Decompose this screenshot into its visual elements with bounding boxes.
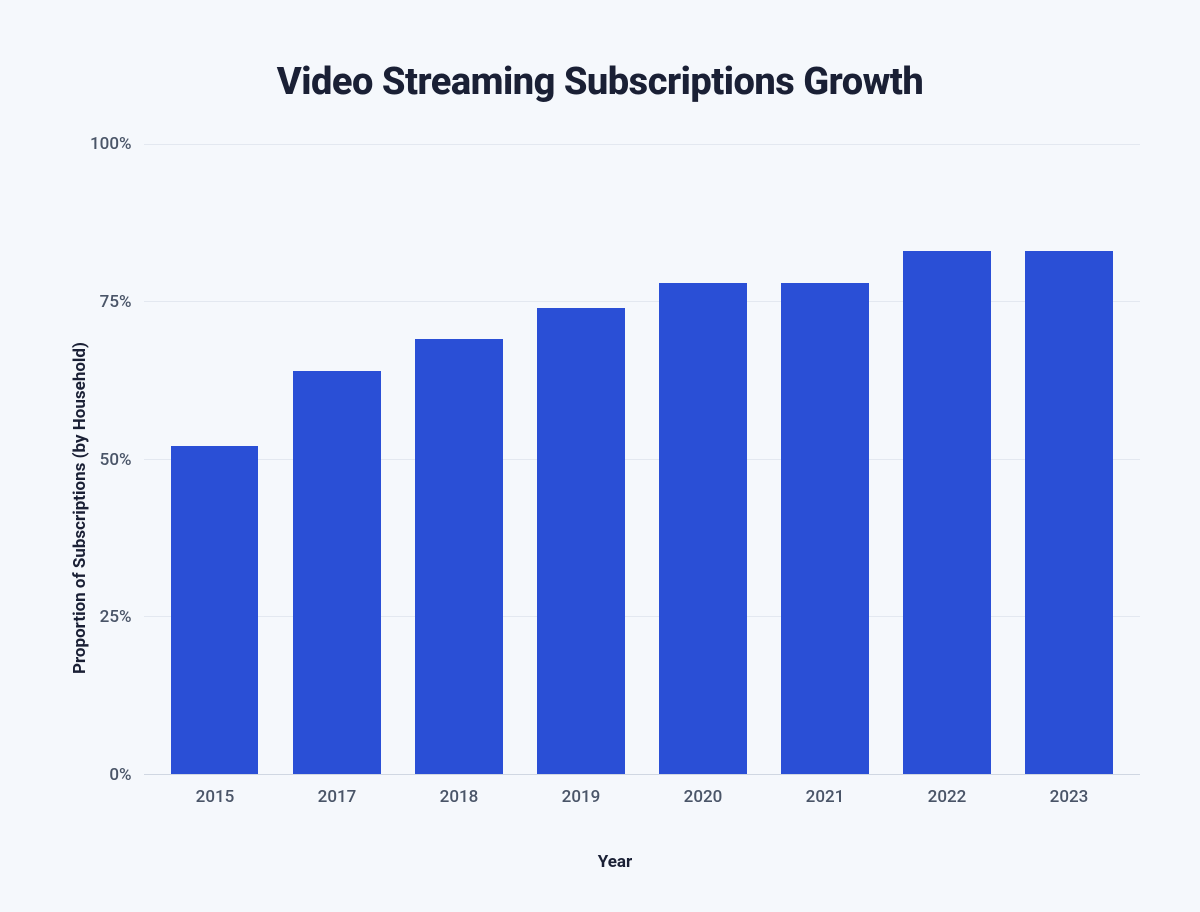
bar	[781, 283, 869, 774]
bar-slot	[520, 144, 642, 774]
bar-slot	[764, 144, 886, 774]
bar-slot	[154, 144, 276, 774]
x-tick: 2023	[1008, 787, 1130, 807]
bar	[293, 371, 381, 774]
bar-slot	[398, 144, 520, 774]
chart-title: Video Streaming Subscriptions Growth	[60, 60, 1140, 104]
x-tick: 2019	[520, 787, 642, 807]
x-axis-label: Year	[90, 852, 1140, 872]
x-tick: 2018	[398, 787, 520, 807]
x-ticks: 20152017201820192020202120222023	[144, 775, 1140, 807]
chart-container: Video Streaming Subscriptions Growth Pro…	[0, 0, 1200, 912]
y-axis-label: Proportion of Subscriptions (by Househol…	[60, 144, 90, 872]
chart-body: Proportion of Subscriptions (by Househol…	[60, 144, 1140, 872]
plot-wrapper: 100%75%50%25%0% 201520172018201920202021…	[90, 144, 1140, 872]
bar	[1025, 251, 1113, 774]
x-tick: 2021	[764, 787, 886, 807]
bars	[144, 144, 1140, 774]
bars-area	[144, 144, 1140, 775]
bar-slot	[642, 144, 764, 774]
bar	[415, 339, 503, 774]
bar	[903, 251, 991, 774]
bar	[171, 446, 259, 774]
x-tick: 2020	[642, 787, 764, 807]
x-tick: 2017	[276, 787, 398, 807]
bar-slot	[1008, 144, 1130, 774]
x-tick: 2015	[154, 787, 276, 807]
y-ticks: 100%75%50%25%0%	[90, 144, 144, 775]
bar-slot	[886, 144, 1008, 774]
x-tick: 2022	[886, 787, 1008, 807]
bar	[659, 283, 747, 774]
bar-slot	[276, 144, 398, 774]
bar	[537, 308, 625, 774]
plot-area: 100%75%50%25%0%	[90, 144, 1140, 775]
